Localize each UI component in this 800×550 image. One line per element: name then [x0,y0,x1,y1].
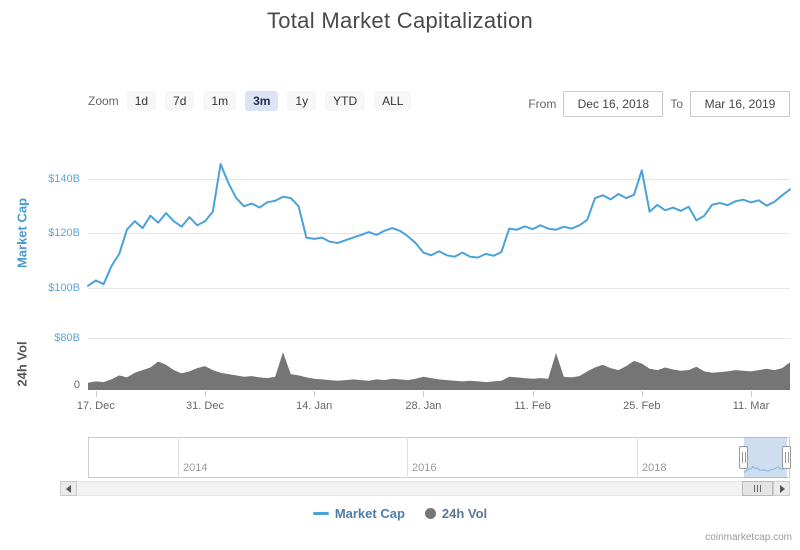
gridline-120b [88,233,790,234]
volume-dot-icon [424,508,436,519]
navigator-year-label: 2014 [183,462,208,474]
xaxis-tick-label: 31. Dec [186,400,224,412]
xaxis-tick-label: 25. Feb [623,400,661,412]
scrollbar-thumb[interactable] [742,481,773,496]
yaxis-tick-label: $100B [48,282,80,294]
navigator-year-label: 2018 [642,462,667,474]
watermark-credit[interactable]: coinmarketcap.com [705,532,792,543]
legend: Market Cap 24h Vol [0,506,800,521]
from-date-input[interactable] [563,91,664,117]
volume-area-series [88,352,790,390]
zoom-button-1m[interactable]: 1m [203,91,237,111]
xaxis-tick [95,391,97,397]
yaxis-tick-label: $140B [48,173,80,185]
xaxis-tick [641,391,643,397]
from-label: From [528,97,557,111]
legend-label-24h-vol: 24h Vol [441,506,488,521]
yaxis-tick-label: $120B [48,227,80,239]
xaxis-tick [314,391,316,397]
scrollbar-right-arrow[interactable] [773,481,790,496]
zoom-button-ytd[interactable]: YTD [325,91,366,111]
yaxis-tick-label: 0 [73,379,80,391]
gridline-140b [88,179,790,180]
legend-label-market-cap: Market Cap [334,506,405,521]
left-arrow-icon [65,484,71,493]
xaxis-tick-label: 11. Mar [732,400,770,412]
market-cap-line-series [87,163,791,287]
legend-item-market-cap[interactable]: Market Cap [312,506,405,521]
zoom-button-all[interactable]: ALL [374,91,412,111]
zoom-button-group: 1d 7d 1m 3m 1y YTD ALL [126,91,421,111]
legend-item-24h-vol[interactable]: 24h Vol [424,506,488,521]
right-arrow-icon [779,484,785,493]
market-cap-line-icon [312,512,329,515]
navigator-year-label: 2016 [412,462,437,474]
navigator-gridline [407,437,408,478]
xaxis-tick-label: 17. Dec [76,400,115,412]
xaxis-tick-label: 28. Jan [405,400,442,412]
zoom-presets: Zoom 1d 7d 1m 3m 1y YTD ALL [88,91,420,111]
scrollbar-left-arrow[interactable] [60,481,77,496]
gridline-100b [88,288,790,289]
zoom-button-1y[interactable]: 1y [287,91,317,111]
gridline-vol-80b [88,338,790,339]
date-range-controls: From To [521,91,790,117]
navigator-gridline [178,437,179,478]
scrollbar-track[interactable] [60,481,790,496]
xaxis-tick [423,391,425,397]
navigator-mini-series [743,465,788,473]
navigator-gridline [637,437,638,478]
zoom-label: Zoom [88,94,119,108]
xaxis-tick-label: 11. Feb [514,400,551,412]
navigator-right-handle[interactable] [782,446,791,469]
to-label: To [670,97,683,111]
zoom-button-3m[interactable]: 3m [245,91,279,111]
yaxis-tick-label: $80B [54,332,80,344]
xaxis-tick-label: 14. Jan [296,400,333,412]
zoom-button-7d[interactable]: 7d [165,91,195,111]
navigator-selected-range[interactable] [744,437,787,478]
chart-title: Total Market Capitalization [266,8,534,33]
xaxis-tick [532,391,534,397]
xaxis-tick [205,391,206,397]
to-date-input[interactable] [690,91,790,117]
navigator-left-handle[interactable] [739,446,748,469]
xaxis-tick [751,391,752,397]
zoom-button-1d[interactable]: 1d [126,91,157,111]
